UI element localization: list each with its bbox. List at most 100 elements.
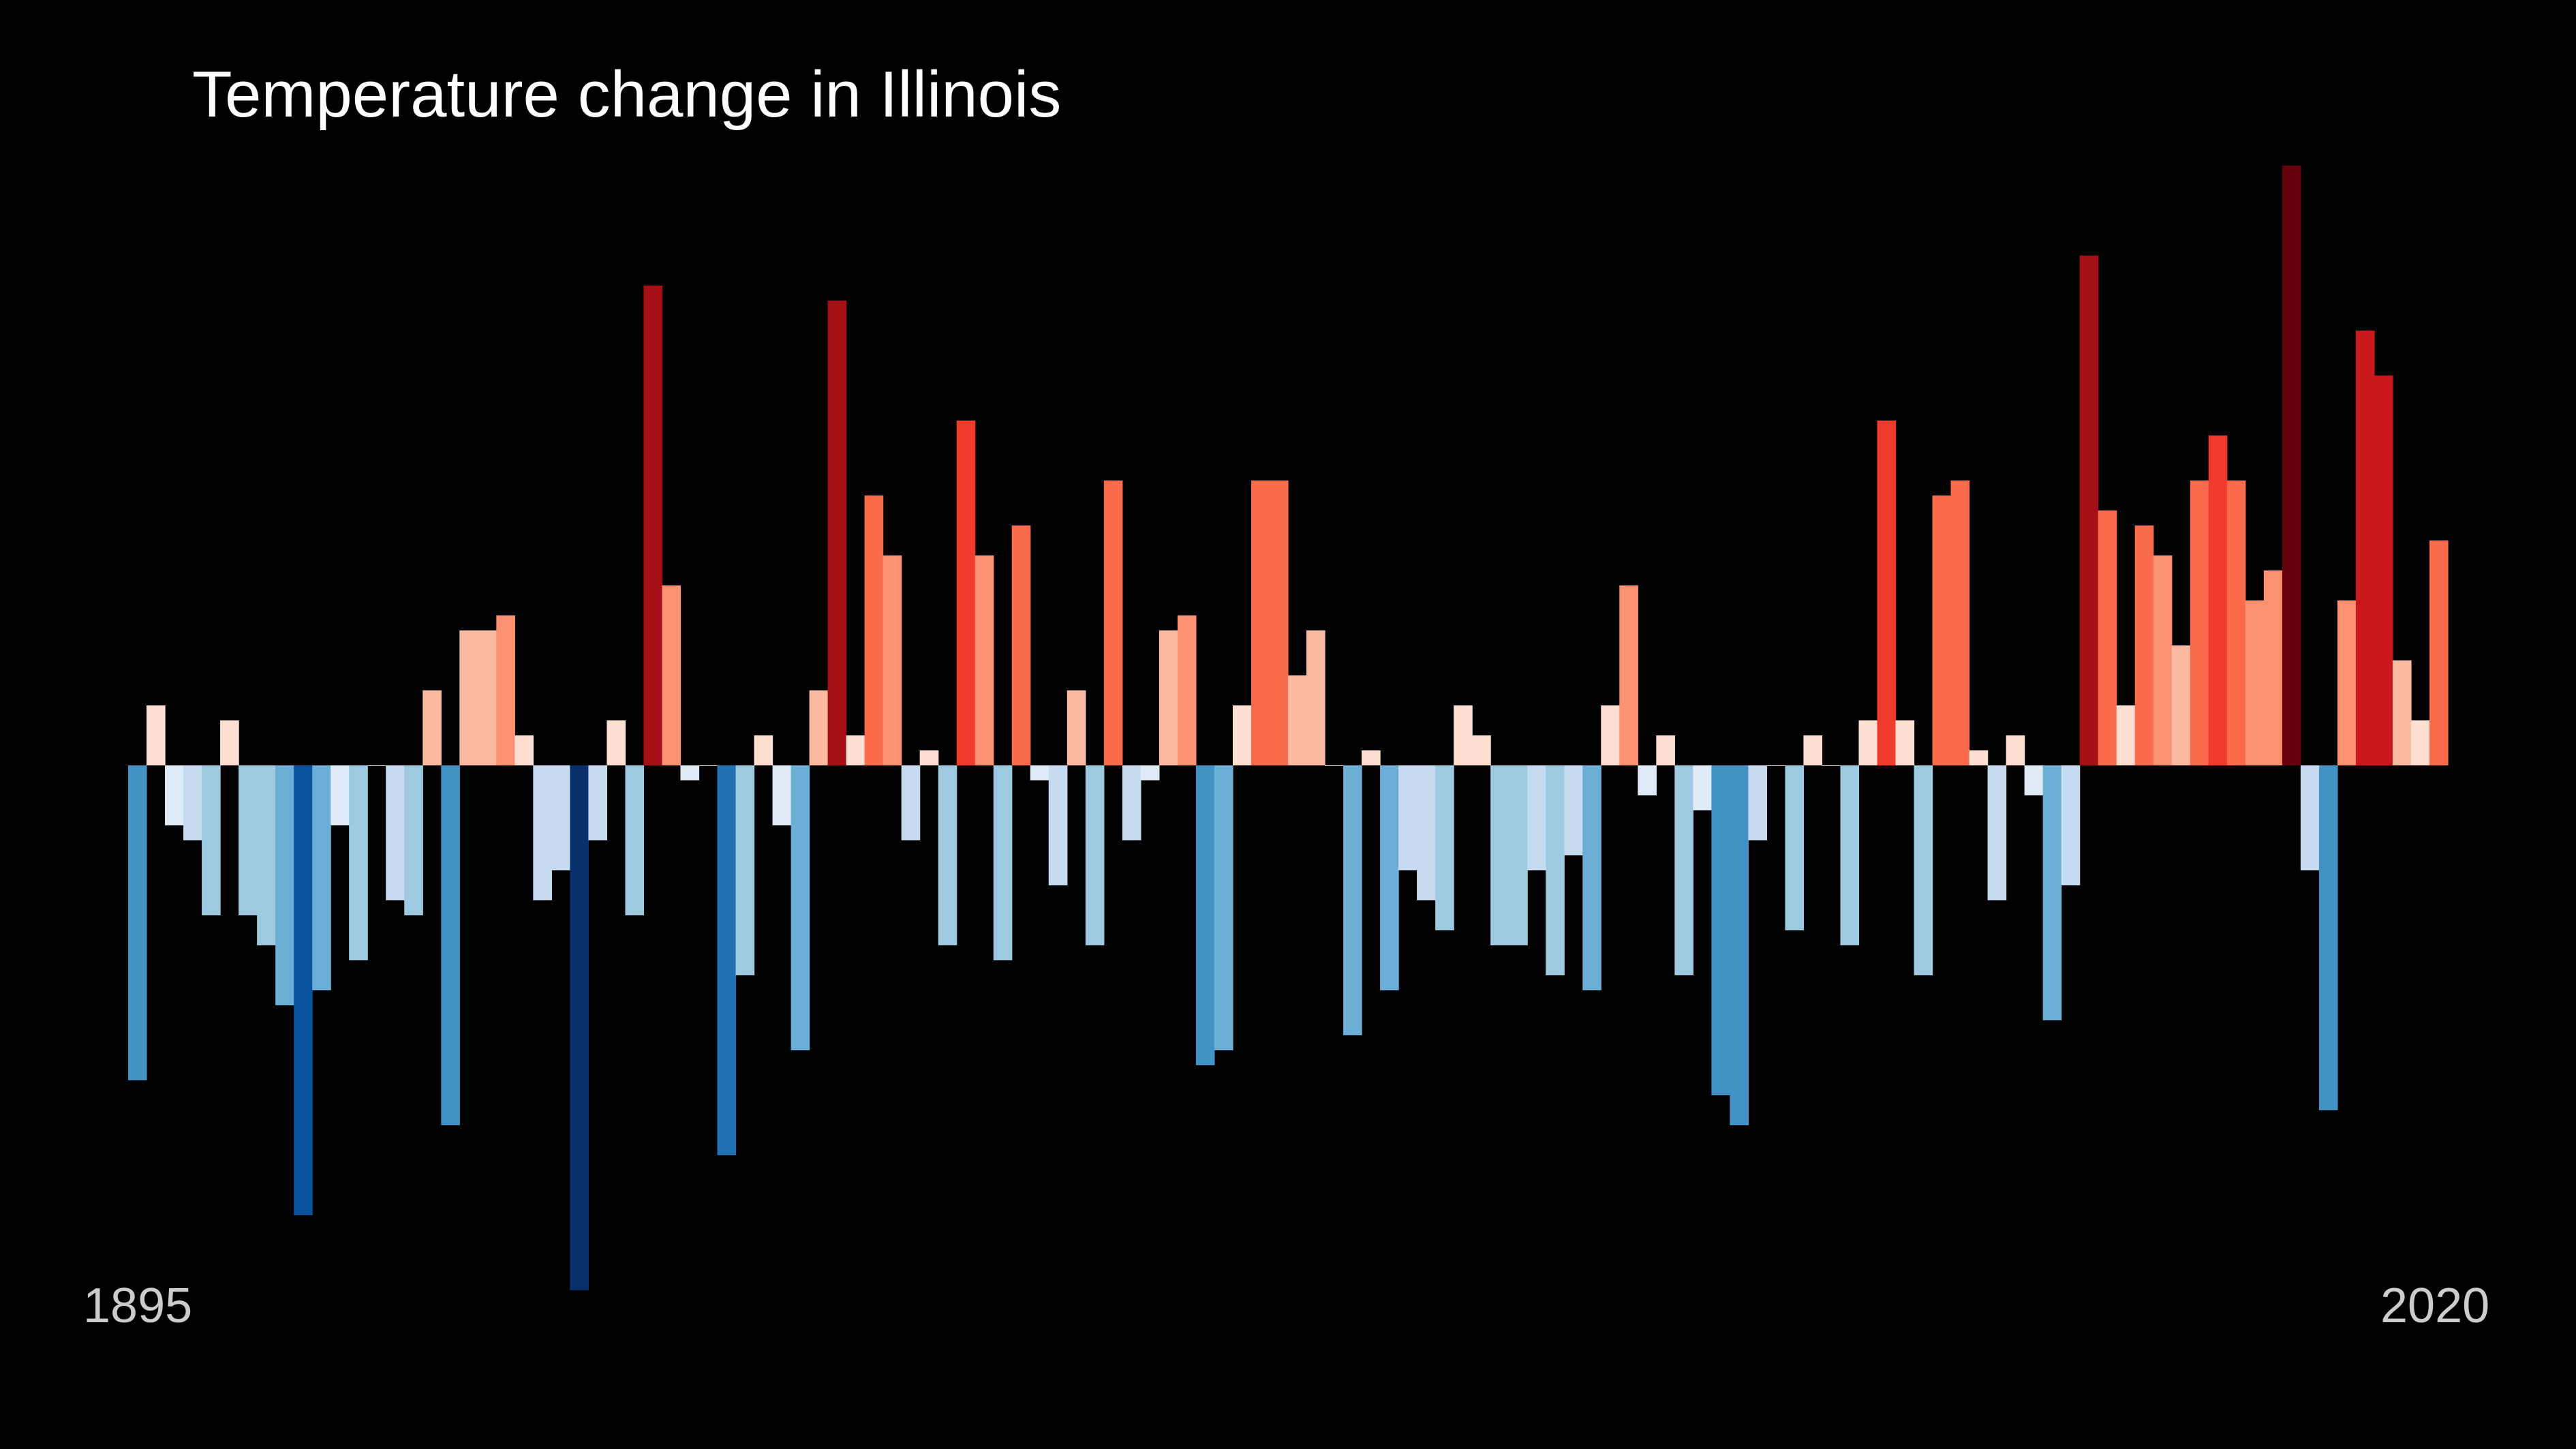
bar-1939	[938, 765, 957, 945]
bar-1959	[1306, 630, 1325, 765]
bar-1922	[625, 765, 645, 915]
bars-group	[128, 166, 2449, 1290]
bar-1945	[1048, 765, 1068, 885]
bar-1902	[257, 765, 276, 945]
bar-1950	[1140, 765, 1160, 780]
bar-1954	[1214, 765, 1233, 1050]
bar-2010	[2245, 600, 2265, 765]
bar-1988	[1840, 765, 1860, 945]
bar-2000	[2061, 765, 2081, 885]
bar-1896	[147, 705, 166, 765]
bar-1937	[901, 765, 921, 840]
bar-1909	[386, 765, 405, 900]
bar-2004	[2134, 525, 2154, 765]
bar-1958	[1288, 675, 1307, 765]
chart-title: Temperature change in Illinois	[192, 58, 1062, 131]
bar-1979	[1674, 765, 1693, 975]
bar-1949	[1122, 765, 1141, 840]
bar-2019	[2410, 720, 2430, 765]
bar-1940	[956, 421, 976, 765]
bar-1899	[202, 765, 221, 915]
bar-1930	[772, 765, 792, 825]
bar-2007	[2190, 481, 2209, 765]
bar-1972	[1546, 765, 1565, 975]
bar-1910	[404, 765, 423, 915]
bar-2002	[2098, 510, 2117, 765]
bar-1966	[1435, 765, 1454, 930]
bar-1990	[1877, 421, 1897, 765]
bar-1973	[1564, 765, 1583, 855]
bar-1994	[1950, 481, 1970, 765]
bar-2018	[2392, 660, 2412, 765]
bar-1952	[1177, 615, 1197, 765]
bar-2015	[2337, 600, 2357, 765]
bar-1919	[570, 765, 589, 1290]
bar-2006	[2171, 645, 2191, 765]
bar-1933	[827, 301, 847, 765]
bar-1968	[1472, 735, 1491, 765]
bar-1965	[1417, 765, 1436, 900]
bar-1946	[1067, 690, 1086, 765]
x-axis-start-label: 1895	[83, 1279, 193, 1333]
bar-2020	[2429, 540, 2449, 765]
bar-1971	[1527, 765, 1546, 870]
bar-1908	[367, 765, 386, 766]
bar-1916	[515, 735, 534, 765]
bar-1967	[1454, 705, 1473, 765]
bar-1987	[1822, 765, 1841, 766]
bar-1944	[1030, 765, 1049, 780]
bar-1911	[423, 690, 442, 765]
bar-1903	[275, 765, 294, 1005]
bar-1931	[791, 765, 810, 1050]
bar-1984	[1766, 765, 1786, 766]
bar-1915	[496, 615, 515, 765]
bar-1934	[846, 735, 865, 765]
bar-1975	[1601, 705, 1620, 765]
bar-1957	[1269, 481, 1289, 765]
bar-2005	[2153, 555, 2173, 765]
bar-1918	[551, 765, 570, 870]
bar-1895	[128, 765, 147, 1080]
bar-1898	[183, 765, 202, 840]
bar-1920	[588, 765, 608, 840]
bar-2001	[2079, 256, 2099, 765]
bar-1992	[1914, 765, 1933, 975]
bar-2011	[2263, 570, 2283, 765]
bar-1901	[239, 765, 258, 915]
bar-1997	[2006, 735, 2025, 765]
bar-1986	[1803, 735, 1823, 765]
bar-1925	[680, 765, 700, 780]
bar-1976	[1619, 585, 1638, 765]
bar-1917	[533, 765, 552, 900]
bar-1995	[1969, 750, 1989, 765]
bar-1914	[478, 630, 497, 765]
bar-2016	[2355, 331, 2375, 765]
bar-1985	[1785, 765, 1805, 930]
bar-1927	[717, 765, 737, 1155]
bar-1948	[1103, 481, 1123, 765]
bar-1924	[662, 585, 681, 765]
bar-1977	[1638, 765, 1657, 795]
bar-1962	[1362, 750, 1381, 765]
bar-1926	[699, 765, 718, 766]
bar-1989	[1858, 720, 1878, 765]
bar-1943	[1011, 525, 1031, 765]
bar-1904	[294, 765, 313, 1215]
bar-1942	[993, 765, 1013, 960]
bar-1941	[975, 555, 994, 765]
bar-1923	[643, 286, 663, 765]
bar-1974	[1582, 765, 1601, 990]
bar-1953	[1195, 765, 1215, 1065]
bar-1963	[1380, 765, 1399, 990]
bar-1912	[441, 765, 460, 1125]
bar-2013	[2300, 765, 2320, 870]
bar-1955	[1232, 705, 1252, 765]
bar-1982	[1730, 765, 1749, 1125]
bar-1935	[864, 495, 884, 765]
bar-1960	[1325, 765, 1344, 766]
bar-1938	[919, 750, 939, 765]
bar-1970	[1509, 765, 1528, 945]
bar-2014	[2318, 765, 2338, 1110]
bar-1993	[1932, 495, 1952, 765]
